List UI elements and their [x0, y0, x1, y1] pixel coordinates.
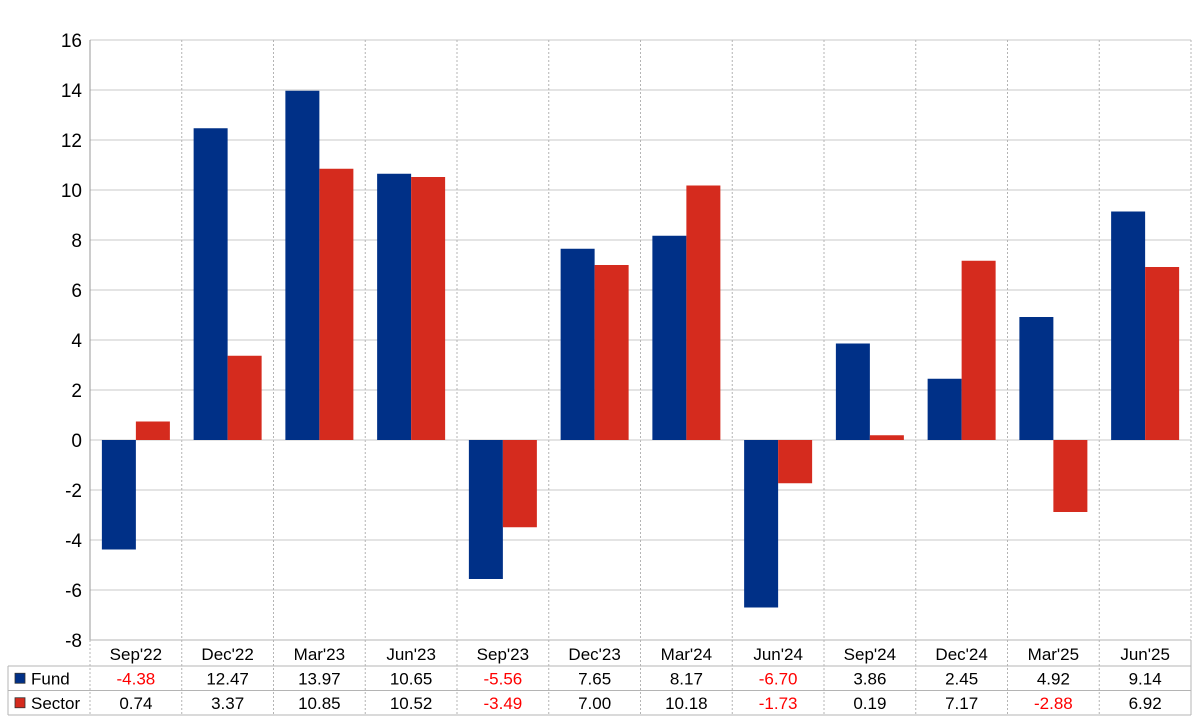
data-label-sector: -1.73: [759, 694, 798, 713]
bar-fund: [1111, 211, 1146, 440]
y-tick-label: 2: [71, 381, 82, 402]
data-label-sector: 10.85: [298, 694, 341, 713]
y-tick-label: -8: [65, 631, 82, 652]
bar-sector: [686, 185, 721, 440]
x-tick-label: Jun'25: [1120, 645, 1170, 664]
bar-fund: [927, 378, 962, 440]
data-label-fund: 10.65: [390, 669, 433, 688]
bar-fund: [193, 128, 228, 440]
bar-sector: [1145, 267, 1180, 440]
bar-fund: [1019, 317, 1054, 440]
y-tick-label: 6: [71, 281, 82, 302]
y-tick-label: 12: [61, 131, 82, 152]
y-tick-label: -4: [65, 531, 82, 552]
data-label-sector: 0.74: [119, 694, 152, 713]
data-label-sector: 7.17: [945, 694, 978, 713]
data-label-fund: -6.70: [759, 669, 798, 688]
bar-sector: [1053, 440, 1088, 512]
bar-fund: [652, 235, 687, 440]
data-label-sector: -2.88: [1034, 694, 1073, 713]
bars: [101, 90, 1180, 608]
y-tick-label: 10: [61, 181, 82, 202]
y-tick-label: 0: [71, 431, 82, 452]
y-tick-label: 8: [71, 231, 82, 252]
data-label-sector: 6.92: [1129, 694, 1162, 713]
bar-fund: [835, 343, 870, 440]
y-tick-label: -6: [65, 581, 82, 602]
y-tick-label: -2: [65, 481, 82, 502]
bar-fund: [101, 440, 136, 550]
y-tick-label: 4: [71, 331, 82, 352]
legend-swatch-fund: [14, 672, 26, 684]
x-tick-label: Sep'22: [110, 645, 162, 664]
bar-fund: [744, 440, 779, 608]
x-tick-label: Mar'23: [294, 645, 345, 664]
data-label-fund: -4.38: [117, 669, 156, 688]
data-label-fund: 3.86: [853, 669, 886, 688]
bar-fund: [377, 173, 412, 440]
data-table: Fund -4.38 12.47 13.97 10.65 -5.56 7.65 8.17 -6.…: [7, 639, 1192, 716]
data-label-fund: 13.97: [298, 669, 341, 688]
data-label-sector: 3.37: [211, 694, 244, 713]
y-tick-label: 14: [61, 81, 83, 102]
bar-sector: [319, 168, 354, 440]
x-tick-label: Sep'23: [477, 645, 529, 664]
x-tick-label: Dec'22: [201, 645, 253, 664]
bar-sector: [594, 265, 629, 440]
x-axis: Sep'22 Dec'22 Mar'23 Jun'23 Sep'23 Dec'23 Mar'…: [110, 645, 1170, 664]
x-tick-label: Dec'23: [568, 645, 620, 664]
data-label-sector: -3.49: [484, 694, 523, 713]
data-label-fund: 9.14: [1129, 669, 1162, 688]
bar-sector: [135, 421, 170, 440]
bar-fund: [560, 248, 595, 440]
bar-fund: [285, 90, 320, 440]
bar-sector: [227, 355, 262, 440]
x-tick-label: Dec'24: [935, 645, 987, 664]
data-label-fund: 4.92: [1037, 669, 1070, 688]
data-label-sector: 10.52: [390, 694, 433, 713]
bar-sector: [502, 440, 537, 528]
data-label-fund: -5.56: [484, 669, 523, 688]
y-tick-label: 16: [61, 31, 82, 52]
bar-sector: [869, 435, 904, 440]
data-label-fund: 2.45: [945, 669, 978, 688]
x-tick-label: Mar'25: [1028, 645, 1079, 664]
data-label-fund: 7.65: [578, 669, 611, 688]
legend-label-sector: Sector: [31, 694, 80, 713]
bar-fund: [468, 440, 503, 579]
bar-sector: [411, 177, 446, 440]
data-label-sector: 7.00: [578, 694, 611, 713]
data-label-sector: 10.18: [665, 694, 708, 713]
x-tick-label: Mar'24: [661, 645, 712, 664]
x-tick-label: Sep'24: [844, 645, 896, 664]
data-label-sector: 0.19: [853, 694, 886, 713]
legend-swatch-sector: [14, 697, 26, 709]
x-tick-label: Jun'24: [753, 645, 803, 664]
data-label-fund: 8.17: [670, 669, 703, 688]
bar-sector: [961, 260, 996, 440]
y-axis: -8 -6 -4 -2 0 2 4 6 8 10 12 14 16: [61, 31, 91, 652]
legend-label-fund: Fund: [31, 669, 70, 688]
data-label-fund: 12.47: [206, 669, 249, 688]
x-tick-label: Jun'23: [386, 645, 436, 664]
bar-sector: [778, 440, 813, 484]
